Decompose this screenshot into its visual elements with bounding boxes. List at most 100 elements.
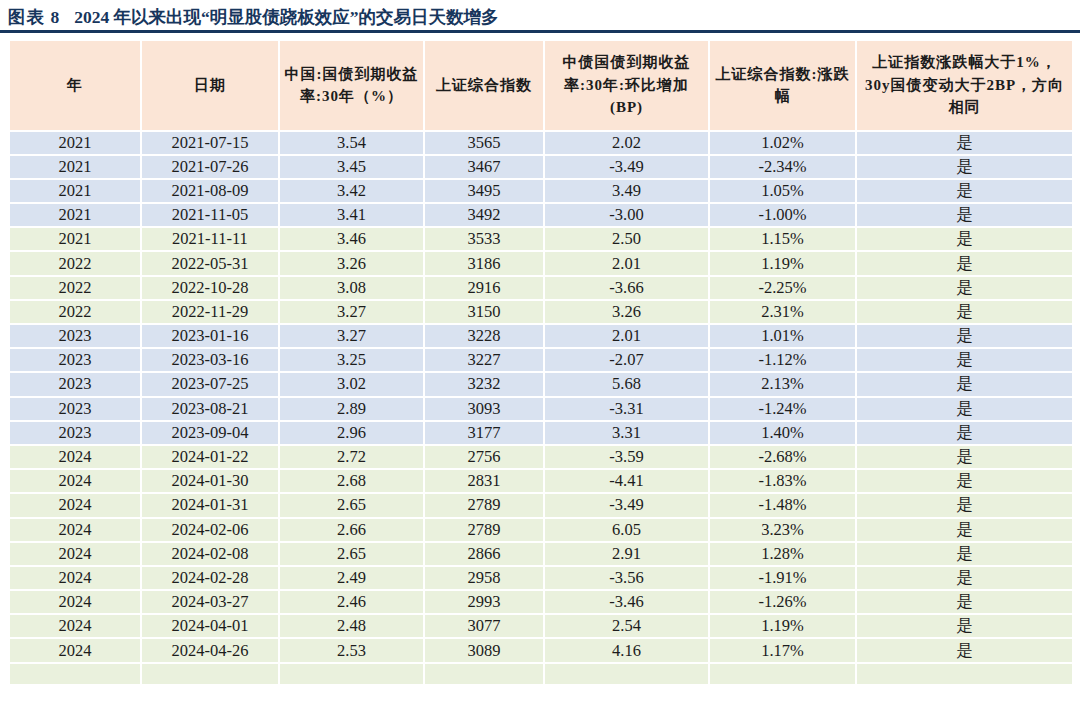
- cell-same-direction: 是: [856, 469, 1073, 493]
- table-body: 20212021-07-153.5435652.021.02%是20212021…: [9, 131, 1073, 685]
- column-header-5: 上证综合指数:涨跌幅: [709, 40, 856, 131]
- column-header-2: 中国:国债到期收益率:30年（%）: [279, 40, 424, 131]
- cell-same-direction: 是: [856, 203, 1073, 227]
- cell-date: 2024-04-01: [141, 614, 279, 638]
- cell-year: 2024: [9, 590, 141, 614]
- column-header-6: 上证指数涨跌幅大于1%，30y国债变动大于2BP，方向相同: [856, 40, 1073, 131]
- cell-year: 2024: [9, 518, 141, 542]
- cell-year: 2023: [9, 372, 141, 396]
- cell-sse-index: 3150: [424, 300, 544, 324]
- cell-sse-index: 3228: [424, 324, 544, 348]
- cell-sse-index: 3492: [424, 203, 544, 227]
- cell-date: 2024-02-08: [141, 542, 279, 566]
- cell-year: 2023: [9, 348, 141, 372]
- cell-same-direction: 是: [856, 542, 1073, 566]
- cell-sse-change-pct: 1.19%: [709, 614, 856, 638]
- cell-yield-chg-bp: 2.02: [544, 131, 709, 155]
- cell-sse-change-pct: -1.24%: [709, 397, 856, 421]
- cell-date: 2021-11-05: [141, 203, 279, 227]
- figure-title-text: 2024 年以来出现“明显股债跷板效应”的交易日天数增多: [74, 7, 498, 27]
- table-row: 20232023-09-042.9631773.311.40%是: [9, 421, 1073, 445]
- cell-yield-chg-bp: -4.41: [544, 469, 709, 493]
- cell-year: 2024: [9, 566, 141, 590]
- cell-cgb-yield-30y: 2.65: [279, 542, 424, 566]
- cell-date: 2024-01-22: [141, 445, 279, 469]
- cell-sse-index: 3232: [424, 372, 544, 396]
- cell-cgb-yield-30y: 2.46: [279, 590, 424, 614]
- cell-sse-change-pct: -1.00%: [709, 203, 856, 227]
- cell-sse-index: 2958: [424, 566, 544, 590]
- cell-sse-change-pct: -1.12%: [709, 348, 856, 372]
- cell-sse-change-pct: 1.40%: [709, 421, 856, 445]
- cell-cgb-yield-30y: 2.72: [279, 445, 424, 469]
- cell-cgb-yield-30y: 2.96: [279, 421, 424, 445]
- cell-same-direction: 是: [856, 300, 1073, 324]
- cell-yield-chg-bp: 3.26: [544, 300, 709, 324]
- cell-year: 2022: [9, 251, 141, 275]
- cell-date: 2024-04-26: [141, 638, 279, 662]
- cell-year: 2023: [9, 324, 141, 348]
- cell-yield-chg-bp: -3.66: [544, 276, 709, 300]
- cell-yield-chg-bp: 2.54: [544, 614, 709, 638]
- cell-year: 2021: [9, 203, 141, 227]
- cell-year: 2022: [9, 300, 141, 324]
- cell-same-direction: 是: [856, 179, 1073, 203]
- cell-date: 2023-09-04: [141, 421, 279, 445]
- cell-same-direction: 是: [856, 614, 1073, 638]
- cell-sse-index: 3495: [424, 179, 544, 203]
- cell-date: 2023-01-16: [141, 324, 279, 348]
- cell-sse-index: 3533: [424, 227, 544, 251]
- cell-cgb-yield-30y-partial: [279, 663, 424, 685]
- cell-same-direction: 是: [856, 421, 1073, 445]
- cell-year: 2022: [9, 276, 141, 300]
- cell-yield-chg-bp: 2.91: [544, 542, 709, 566]
- table-header: 年日期中国:国债到期收益率:30年（%）上证综合指数中债国债到期收益率:30年:…: [9, 40, 1073, 131]
- cell-date: 2024-02-06: [141, 518, 279, 542]
- cell-yield-chg-bp: -3.49: [544, 155, 709, 179]
- cell-year: 2024: [9, 614, 141, 638]
- cell-sse-change-pct: -2.68%: [709, 445, 856, 469]
- cell-same-direction: 是: [856, 638, 1073, 662]
- cell-sse-change-pct: -2.25%: [709, 276, 856, 300]
- cell-sse-change-pct: 3.23%: [709, 518, 856, 542]
- cell-same-direction: 是: [856, 324, 1073, 348]
- table-row: 20242024-01-222.722756-3.59-2.68%是: [9, 445, 1073, 469]
- cell-sse-index: 2993: [424, 590, 544, 614]
- cell-sse-index: 3089: [424, 638, 544, 662]
- table-row: 20222022-10-283.082916-3.66-2.25%是: [9, 276, 1073, 300]
- cell-cgb-yield-30y: 2.48: [279, 614, 424, 638]
- column-header-3: 上证综合指数: [424, 40, 544, 131]
- cell-same-direction: 是: [856, 131, 1073, 155]
- cell-year: 2024: [9, 445, 141, 469]
- cell-yield-chg-bp: -3.31: [544, 397, 709, 421]
- cell-yield-chg-bp: 3.31: [544, 421, 709, 445]
- table-row: 20232023-08-212.893093-3.31-1.24%是: [9, 397, 1073, 421]
- cell-date: 2024-01-31: [141, 493, 279, 517]
- cell-sse-index: 3565: [424, 131, 544, 155]
- cell-sse-change-pct: 1.05%: [709, 179, 856, 203]
- cell-sse-index: 2789: [424, 493, 544, 517]
- table-row: 20242024-04-262.5330894.161.17%是: [9, 638, 1073, 662]
- cell-same-direction: 是: [856, 566, 1073, 590]
- cell-year: 2021: [9, 131, 141, 155]
- cell-sse-index: 2831: [424, 469, 544, 493]
- cell-yield-chg-bp: 3.49: [544, 179, 709, 203]
- table-row: 20242024-01-302.682831-4.41-1.83%是: [9, 469, 1073, 493]
- cell-same-direction-partial: [856, 663, 1073, 685]
- cell-same-direction: 是: [856, 348, 1073, 372]
- cell-cgb-yield-30y: 2.89: [279, 397, 424, 421]
- figure-title: 图表 8 2024 年以来出现“明显股债跷板效应”的交易日天数增多: [8, 0, 1072, 27]
- cell-cgb-yield-30y: 2.53: [279, 638, 424, 662]
- cell-yield-chg-bp: 4.16: [544, 638, 709, 662]
- cell-cgb-yield-30y: 3.25: [279, 348, 424, 372]
- cell-yield-chg-bp: -3.46: [544, 590, 709, 614]
- table-row: 20222022-11-293.2731503.262.31%是: [9, 300, 1073, 324]
- cell-year: 2021: [9, 155, 141, 179]
- cell-date: 2023-08-21: [141, 397, 279, 421]
- figure-number: 图表 8: [8, 7, 60, 27]
- report-page: 图表 8 2024 年以来出现“明显股债跷板效应”的交易日天数增多 年日期中国:国…: [0, 0, 1080, 686]
- cell-sse-index: 3077: [424, 614, 544, 638]
- cell-sse-change-pct: 1.17%: [709, 638, 856, 662]
- cell-year: 2024: [9, 493, 141, 517]
- cell-sse-index: 2756: [424, 445, 544, 469]
